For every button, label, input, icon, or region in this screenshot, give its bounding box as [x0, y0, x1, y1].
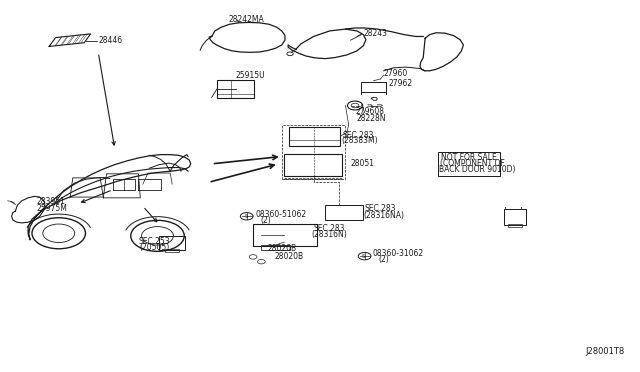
Bar: [253, 224, 317, 246]
Text: BACK DOOR 9010D): BACK DOOR 9010D): [438, 164, 515, 173]
Text: S: S: [244, 214, 248, 219]
Text: (COMPONENT OF: (COMPONENT OF: [440, 158, 504, 168]
Text: NOT FOR SALE: NOT FOR SALE: [441, 153, 497, 162]
Text: J28001T8: J28001T8: [586, 347, 625, 356]
Text: SEC.253: SEC.253: [138, 237, 170, 246]
Bar: [438, 152, 500, 176]
Bar: [164, 249, 179, 253]
Text: S: S: [362, 254, 365, 259]
Text: 28242MA: 28242MA: [228, 15, 264, 23]
Bar: [508, 224, 522, 227]
Text: 283951: 283951: [36, 197, 65, 206]
Bar: [261, 245, 290, 250]
Bar: [284, 154, 342, 176]
Text: 28228N: 28228N: [356, 114, 386, 123]
Text: (2): (2): [379, 254, 389, 264]
Text: 279608: 279608: [355, 107, 384, 116]
Text: 25915U: 25915U: [236, 71, 266, 80]
Text: 08360-31062: 08360-31062: [373, 249, 424, 258]
Bar: [159, 236, 185, 250]
Text: 25975M: 25975M: [36, 203, 67, 213]
Text: SEC.283: SEC.283: [314, 224, 345, 232]
Text: (28383M): (28383M): [341, 137, 378, 145]
Text: 28446: 28446: [99, 36, 122, 45]
Text: (28316NA): (28316NA): [364, 211, 404, 220]
Text: 08360-51062: 08360-51062: [255, 210, 306, 219]
Bar: [217, 80, 253, 98]
Text: SEC.283: SEC.283: [365, 204, 396, 214]
Text: 28020B: 28020B: [268, 244, 297, 253]
Text: 28243: 28243: [364, 29, 387, 38]
Bar: [362, 81, 386, 92]
Bar: [325, 205, 364, 220]
Text: 27960: 27960: [384, 69, 408, 78]
Text: (2): (2): [260, 216, 271, 225]
Text: 28051: 28051: [351, 159, 374, 169]
Text: 27962: 27962: [389, 79, 413, 88]
Text: (20505): (20505): [139, 243, 169, 252]
Text: (28316N): (28316N): [312, 230, 348, 239]
Bar: [289, 127, 340, 146]
Text: SEC.283: SEC.283: [342, 131, 374, 140]
Bar: [504, 209, 526, 225]
Text: 28020B: 28020B: [274, 252, 303, 262]
